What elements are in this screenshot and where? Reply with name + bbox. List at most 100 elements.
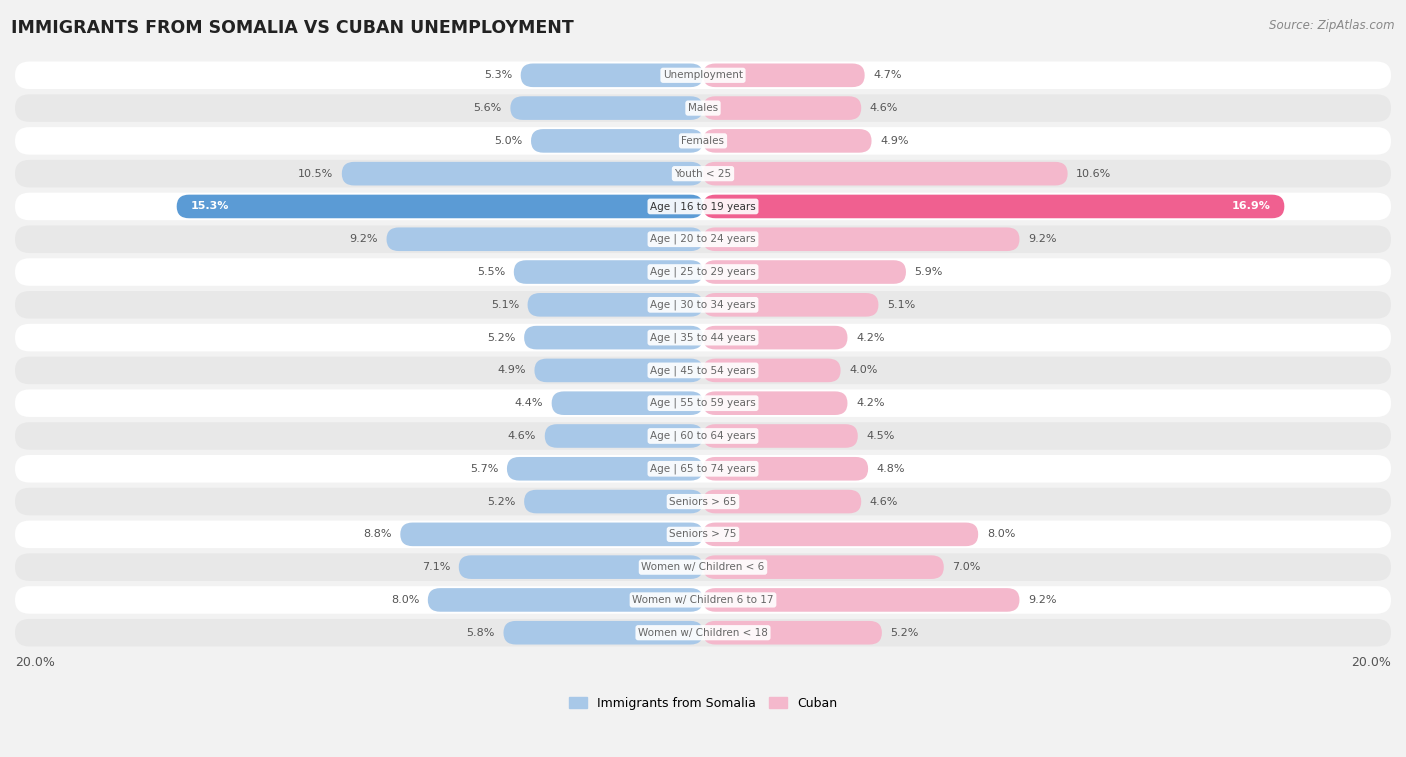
FancyBboxPatch shape: [524, 490, 703, 513]
FancyBboxPatch shape: [513, 260, 703, 284]
Text: 8.0%: 8.0%: [391, 595, 419, 605]
Text: 7.0%: 7.0%: [952, 562, 981, 572]
Text: Males: Males: [688, 103, 718, 113]
FancyBboxPatch shape: [387, 227, 703, 251]
Text: Seniors > 65: Seniors > 65: [669, 497, 737, 506]
Text: Age | 60 to 64 years: Age | 60 to 64 years: [650, 431, 756, 441]
Text: 4.7%: 4.7%: [873, 70, 901, 80]
FancyBboxPatch shape: [703, 195, 1284, 218]
Text: 20.0%: 20.0%: [1351, 656, 1391, 669]
FancyBboxPatch shape: [520, 64, 703, 87]
FancyBboxPatch shape: [703, 260, 905, 284]
FancyBboxPatch shape: [703, 621, 882, 644]
Text: 10.5%: 10.5%: [298, 169, 333, 179]
Text: Age | 16 to 19 years: Age | 16 to 19 years: [650, 201, 756, 212]
FancyBboxPatch shape: [15, 521, 1391, 548]
Text: 4.6%: 4.6%: [508, 431, 536, 441]
FancyBboxPatch shape: [703, 64, 865, 87]
Text: Seniors > 75: Seniors > 75: [669, 529, 737, 539]
Text: Age | 25 to 29 years: Age | 25 to 29 years: [650, 266, 756, 277]
FancyBboxPatch shape: [534, 359, 703, 382]
FancyBboxPatch shape: [15, 193, 1391, 220]
Text: 4.0%: 4.0%: [849, 366, 877, 375]
FancyBboxPatch shape: [15, 160, 1391, 188]
FancyBboxPatch shape: [703, 129, 872, 153]
FancyBboxPatch shape: [508, 457, 703, 481]
Text: 4.9%: 4.9%: [880, 136, 908, 146]
Text: Women w/ Children 6 to 17: Women w/ Children 6 to 17: [633, 595, 773, 605]
Text: 4.2%: 4.2%: [856, 332, 884, 343]
FancyBboxPatch shape: [15, 291, 1391, 319]
Text: 5.3%: 5.3%: [484, 70, 512, 80]
FancyBboxPatch shape: [703, 457, 868, 481]
FancyBboxPatch shape: [427, 588, 703, 612]
Text: 16.9%: 16.9%: [1232, 201, 1271, 211]
FancyBboxPatch shape: [15, 95, 1391, 122]
FancyBboxPatch shape: [524, 326, 703, 350]
Text: 4.6%: 4.6%: [870, 497, 898, 506]
FancyBboxPatch shape: [703, 490, 862, 513]
Text: 8.8%: 8.8%: [363, 529, 392, 539]
Text: 7.1%: 7.1%: [422, 562, 450, 572]
FancyBboxPatch shape: [15, 488, 1391, 516]
Text: 5.2%: 5.2%: [486, 497, 516, 506]
Text: Women w/ Children < 18: Women w/ Children < 18: [638, 628, 768, 637]
FancyBboxPatch shape: [703, 293, 879, 316]
FancyBboxPatch shape: [342, 162, 703, 185]
Text: 5.7%: 5.7%: [470, 464, 498, 474]
Text: 20.0%: 20.0%: [15, 656, 55, 669]
Text: Age | 55 to 59 years: Age | 55 to 59 years: [650, 398, 756, 409]
FancyBboxPatch shape: [15, 127, 1391, 154]
FancyBboxPatch shape: [527, 293, 703, 316]
Text: Age | 45 to 54 years: Age | 45 to 54 years: [650, 365, 756, 375]
FancyBboxPatch shape: [703, 522, 979, 546]
Text: 5.6%: 5.6%: [474, 103, 502, 113]
FancyBboxPatch shape: [703, 96, 862, 120]
Text: 9.2%: 9.2%: [1028, 595, 1056, 605]
Text: Source: ZipAtlas.com: Source: ZipAtlas.com: [1270, 19, 1395, 32]
FancyBboxPatch shape: [15, 226, 1391, 253]
Text: 4.5%: 4.5%: [866, 431, 894, 441]
Text: 4.2%: 4.2%: [856, 398, 884, 408]
FancyBboxPatch shape: [703, 359, 841, 382]
Text: 9.2%: 9.2%: [1028, 234, 1056, 245]
FancyBboxPatch shape: [15, 422, 1391, 450]
FancyBboxPatch shape: [703, 326, 848, 350]
FancyBboxPatch shape: [703, 424, 858, 448]
FancyBboxPatch shape: [703, 391, 848, 415]
Text: 5.1%: 5.1%: [887, 300, 915, 310]
Text: 5.2%: 5.2%: [486, 332, 516, 343]
Text: 8.0%: 8.0%: [987, 529, 1015, 539]
Text: Age | 65 to 74 years: Age | 65 to 74 years: [650, 463, 756, 474]
FancyBboxPatch shape: [15, 357, 1391, 384]
Text: 5.5%: 5.5%: [477, 267, 505, 277]
FancyBboxPatch shape: [15, 586, 1391, 614]
FancyBboxPatch shape: [510, 96, 703, 120]
Text: Women w/ Children < 6: Women w/ Children < 6: [641, 562, 765, 572]
Text: 5.8%: 5.8%: [467, 628, 495, 637]
Text: 9.2%: 9.2%: [350, 234, 378, 245]
FancyBboxPatch shape: [15, 61, 1391, 89]
FancyBboxPatch shape: [458, 556, 703, 579]
FancyBboxPatch shape: [703, 588, 1019, 612]
FancyBboxPatch shape: [15, 258, 1391, 286]
Text: Unemployment: Unemployment: [664, 70, 742, 80]
Text: Youth < 25: Youth < 25: [675, 169, 731, 179]
Text: Females: Females: [682, 136, 724, 146]
Text: IMMIGRANTS FROM SOMALIA VS CUBAN UNEMPLOYMENT: IMMIGRANTS FROM SOMALIA VS CUBAN UNEMPLO…: [11, 19, 574, 37]
Text: 5.1%: 5.1%: [491, 300, 519, 310]
FancyBboxPatch shape: [503, 621, 703, 644]
FancyBboxPatch shape: [544, 424, 703, 448]
FancyBboxPatch shape: [15, 553, 1391, 581]
FancyBboxPatch shape: [703, 162, 1067, 185]
FancyBboxPatch shape: [177, 195, 703, 218]
Text: 5.0%: 5.0%: [494, 136, 523, 146]
FancyBboxPatch shape: [401, 522, 703, 546]
Legend: Immigrants from Somalia, Cuban: Immigrants from Somalia, Cuban: [564, 692, 842, 715]
Text: 15.3%: 15.3%: [190, 201, 229, 211]
FancyBboxPatch shape: [15, 619, 1391, 646]
Text: 4.8%: 4.8%: [877, 464, 905, 474]
FancyBboxPatch shape: [15, 455, 1391, 482]
FancyBboxPatch shape: [15, 389, 1391, 417]
FancyBboxPatch shape: [703, 227, 1019, 251]
